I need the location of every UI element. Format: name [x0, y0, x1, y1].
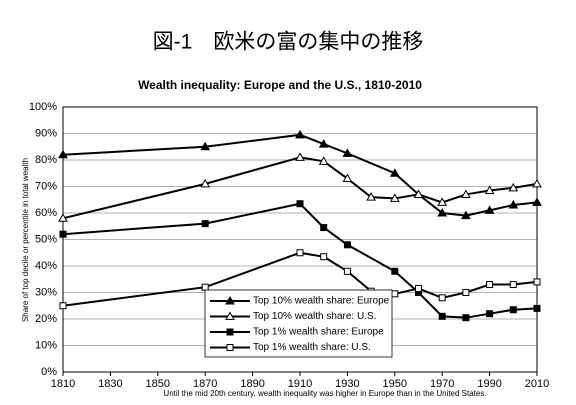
- legend-label: Top 1% wealth share: U.S.: [253, 342, 371, 353]
- x-tick-label: 2010: [525, 378, 549, 390]
- marker: [58, 149, 68, 159]
- x-tick-label: 1930: [335, 378, 359, 390]
- x-tick-label: 1870: [193, 378, 217, 390]
- x-tick-label: 1890: [240, 378, 264, 390]
- y-tick-label: 80%: [35, 154, 57, 166]
- marker: [486, 310, 494, 318]
- series-line: [62, 156, 538, 220]
- marker: [437, 197, 448, 206]
- marker: [533, 278, 541, 286]
- legend-label: Top 10% wealth share: Europe: [253, 296, 390, 307]
- marker: [391, 267, 399, 275]
- y-tick-label: 20%: [35, 313, 57, 325]
- series-line: [62, 202, 538, 319]
- marker: [366, 192, 376, 201]
- footnote: Until the mid 20th century, wealth inequ…: [163, 389, 486, 398]
- y-tick-label: 40%: [35, 260, 57, 272]
- marker: [320, 224, 328, 232]
- legend-marker: [226, 328, 234, 336]
- marker: [461, 189, 471, 198]
- marker: [318, 156, 329, 165]
- x-tick-label: 1910: [288, 378, 312, 390]
- marker: [59, 230, 67, 238]
- marker: [296, 200, 304, 208]
- marker: [391, 290, 399, 298]
- marker: [415, 285, 422, 293]
- series-line: [62, 133, 538, 217]
- marker: [532, 178, 542, 188]
- y-tick-label: 100%: [29, 101, 57, 113]
- y-tick-label: 60%: [35, 207, 57, 219]
- x-tick-label: 1950: [383, 378, 407, 390]
- y-tick-label: 0%: [41, 366, 57, 378]
- marker: [342, 148, 353, 157]
- marker: [295, 152, 305, 161]
- marker: [389, 193, 400, 202]
- legend-marker: [225, 311, 235, 320]
- marker: [533, 304, 541, 312]
- marker: [509, 306, 517, 314]
- marker: [201, 283, 209, 291]
- legend-label: Top 10% wealth share: U.S.: [253, 311, 376, 322]
- marker: [508, 182, 519, 192]
- marker: [438, 294, 446, 302]
- marker: [200, 141, 211, 151]
- y-tick-label: 90%: [35, 127, 57, 139]
- y-tick-label: 30%: [35, 286, 57, 298]
- marker: [389, 168, 400, 177]
- marker: [200, 178, 211, 188]
- legend-marker: [225, 295, 235, 305]
- chart-title: 図-1 欧米の富の集中の推移: [153, 31, 424, 54]
- marker: [343, 267, 351, 275]
- x-tick-label: 1810: [51, 378, 75, 390]
- legend-marker: [226, 344, 234, 351]
- x-tick-label: 1990: [477, 378, 501, 390]
- marker: [437, 207, 448, 217]
- marker: [295, 129, 305, 139]
- marker: [201, 220, 209, 228]
- marker: [461, 210, 471, 220]
- x-tick-label: 1850: [146, 378, 170, 390]
- y-axis-label: Share of top decile or percentile in tot…: [21, 158, 30, 322]
- y-tick-label: 70%: [35, 180, 57, 192]
- marker: [343, 241, 351, 249]
- marker: [484, 185, 495, 194]
- marker: [532, 197, 542, 206]
- marker: [462, 289, 470, 296]
- legend-label: Top 1% wealth share: Europe: [253, 327, 384, 338]
- marker: [318, 139, 329, 148]
- marker: [462, 314, 470, 322]
- marker: [508, 200, 519, 209]
- x-tick-label: 1830: [98, 378, 122, 390]
- x-tick-label: 1970: [430, 378, 454, 390]
- y-tick-label: 10%: [35, 339, 57, 351]
- marker: [342, 173, 353, 183]
- marker: [484, 205, 495, 214]
- marker: [296, 249, 304, 257]
- marker: [486, 281, 494, 289]
- y-tick-label: 50%: [35, 233, 57, 245]
- marker: [509, 281, 517, 289]
- marker: [59, 302, 67, 310]
- plot-frame: [62, 106, 538, 373]
- marker: [58, 213, 68, 222]
- chart-subtitle: Wealth inequality: Europe and the U.S., …: [138, 78, 422, 92]
- marker: [438, 312, 446, 320]
- marker: [413, 189, 424, 198]
- marker: [320, 253, 328, 261]
